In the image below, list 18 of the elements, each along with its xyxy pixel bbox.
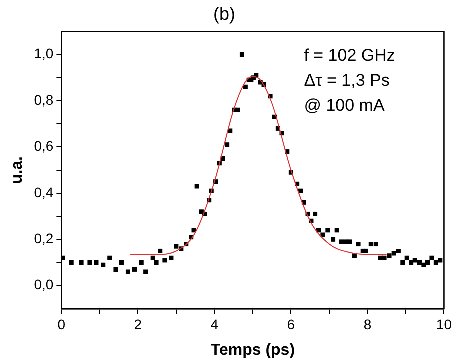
y-axis-title: u.a. xyxy=(9,156,26,184)
y-tick-label: 0,4 xyxy=(34,184,54,200)
x-tick-label: 0 xyxy=(58,316,66,332)
x-tick-label: 2 xyxy=(134,316,142,332)
x-tick-label: 10 xyxy=(436,316,452,332)
x-tick-label: 4 xyxy=(210,316,219,332)
annotation: Δτ = 1,3 Ps xyxy=(304,70,390,90)
annotation: @ 100 mA xyxy=(304,96,386,115)
y-tick-label: 0,2 xyxy=(34,230,54,247)
y-tick-label: 0,8 xyxy=(34,92,54,108)
annotation: f = 102 GHz xyxy=(304,46,396,65)
y-tick-label: 1,0 xyxy=(34,46,54,62)
y-tick-label: 0,0 xyxy=(34,276,54,293)
x-axis-title: Temps (ps) xyxy=(210,342,296,359)
chart-title: (b) xyxy=(214,4,236,24)
y-tick-label: 0,6 xyxy=(34,138,54,154)
x-tick-label: 8 xyxy=(364,316,372,332)
x-tick-label: 6 xyxy=(287,316,296,332)
